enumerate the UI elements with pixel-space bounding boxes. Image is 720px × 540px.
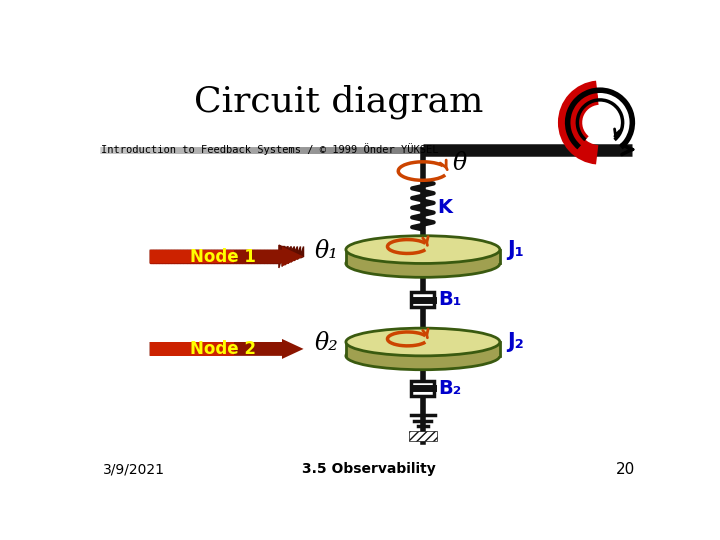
Bar bbox=[270, 249, 273, 264]
Bar bbox=[171, 249, 174, 264]
Bar bbox=[409, 431, 437, 441]
Bar bbox=[193, 249, 196, 264]
Text: B₁: B₁ bbox=[438, 290, 462, 309]
Text: 20: 20 bbox=[616, 462, 634, 477]
Text: Node 2: Node 2 bbox=[190, 340, 256, 358]
Text: θ₁: θ₁ bbox=[315, 240, 338, 262]
Text: θ: θ bbox=[452, 152, 467, 175]
Bar bbox=[273, 249, 276, 264]
Polygon shape bbox=[150, 247, 304, 267]
Bar bbox=[180, 249, 184, 264]
Text: Circuit diagram: Circuit diagram bbox=[194, 84, 483, 119]
Text: J₂: J₂ bbox=[508, 332, 524, 352]
Polygon shape bbox=[297, 247, 300, 259]
Bar bbox=[346, 249, 500, 264]
Bar bbox=[217, 249, 220, 264]
Text: Introduction to Feedback Systems / © 1999 Önder YÜKSEL: Introduction to Feedback Systems / © 199… bbox=[101, 144, 438, 156]
Polygon shape bbox=[282, 247, 285, 267]
Bar bbox=[242, 249, 245, 264]
Bar bbox=[184, 249, 186, 264]
Bar bbox=[208, 249, 211, 264]
Bar bbox=[159, 249, 162, 264]
Text: B₂: B₂ bbox=[438, 379, 462, 397]
Polygon shape bbox=[288, 247, 291, 264]
Bar bbox=[211, 249, 215, 264]
Bar bbox=[248, 249, 251, 264]
Text: 3/9/2021: 3/9/2021 bbox=[104, 462, 166, 476]
Ellipse shape bbox=[346, 236, 500, 264]
Bar bbox=[162, 249, 165, 264]
Bar bbox=[174, 249, 177, 264]
Polygon shape bbox=[300, 247, 304, 258]
Text: K: K bbox=[437, 198, 451, 217]
Bar bbox=[254, 249, 257, 264]
Bar bbox=[215, 249, 217, 264]
Polygon shape bbox=[291, 247, 294, 262]
Bar bbox=[156, 249, 159, 264]
Bar bbox=[205, 249, 208, 264]
Text: 3.5 Observability: 3.5 Observability bbox=[302, 462, 436, 476]
Bar bbox=[223, 249, 227, 264]
Ellipse shape bbox=[346, 328, 500, 356]
Bar bbox=[257, 249, 261, 264]
Polygon shape bbox=[279, 245, 282, 268]
Bar bbox=[251, 249, 254, 264]
Bar bbox=[230, 249, 233, 264]
Bar bbox=[266, 249, 270, 264]
Bar bbox=[411, 381, 434, 396]
Polygon shape bbox=[150, 339, 304, 359]
Bar bbox=[276, 249, 279, 264]
Bar bbox=[227, 249, 230, 264]
Text: Node 1: Node 1 bbox=[190, 247, 256, 266]
Bar bbox=[189, 249, 193, 264]
Bar bbox=[220, 249, 223, 264]
Ellipse shape bbox=[346, 342, 500, 370]
Bar bbox=[411, 292, 434, 307]
Bar bbox=[261, 249, 264, 264]
Bar bbox=[202, 249, 205, 264]
Ellipse shape bbox=[346, 249, 500, 278]
Bar bbox=[150, 249, 153, 264]
Bar bbox=[165, 249, 168, 264]
Bar bbox=[264, 249, 266, 264]
Bar bbox=[168, 249, 171, 264]
Polygon shape bbox=[294, 247, 297, 261]
Bar bbox=[177, 249, 180, 264]
Bar bbox=[196, 249, 199, 264]
Bar bbox=[239, 249, 242, 264]
Text: θ₂: θ₂ bbox=[315, 332, 338, 355]
Bar bbox=[346, 342, 500, 356]
Bar bbox=[235, 249, 239, 264]
Text: J₁: J₁ bbox=[508, 240, 524, 260]
Bar bbox=[245, 249, 248, 264]
Bar bbox=[233, 249, 235, 264]
Bar bbox=[186, 249, 189, 264]
Polygon shape bbox=[150, 342, 234, 356]
Bar bbox=[153, 249, 156, 264]
Bar bbox=[199, 249, 202, 264]
Polygon shape bbox=[285, 247, 288, 265]
Polygon shape bbox=[150, 249, 234, 264]
